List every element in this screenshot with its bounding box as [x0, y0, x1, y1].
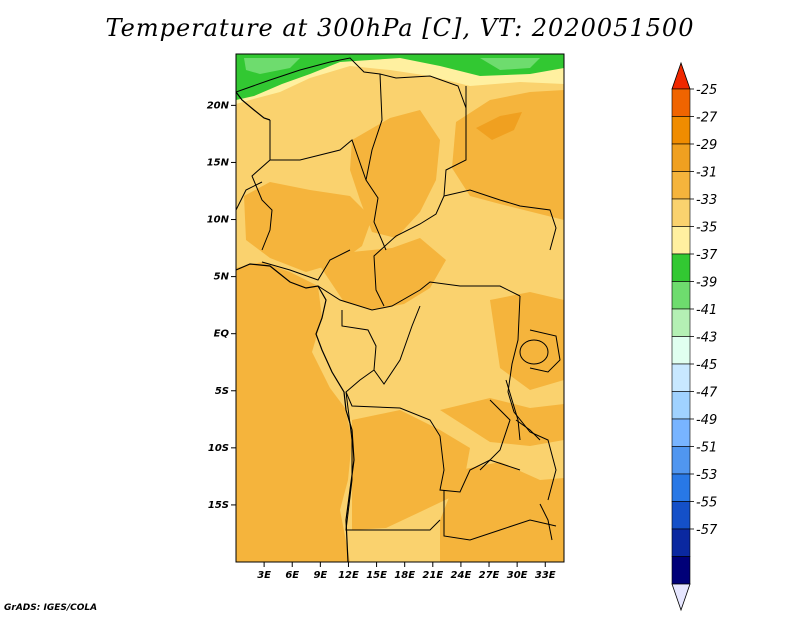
colorbar-label: -47 — [696, 386, 718, 401]
colorbar-box — [671, 116, 691, 145]
field-region-cameroon — [320, 238, 446, 310]
colorbar-label: -39 — [696, 276, 717, 291]
field-region-south — [440, 462, 564, 562]
latitude-axis: 20N 15N 10N 5N EQ 5S 10S 15S — [207, 100, 236, 511]
lat-tick-label: 15S — [208, 500, 229, 511]
colorbar-label: -35 — [696, 221, 717, 236]
lon-tick-label: 6E — [285, 570, 299, 581]
field-region-chad — [350, 110, 440, 238]
colorbar-bottom-arrow — [671, 583, 691, 612]
lon-tick-label: 33E — [535, 570, 556, 581]
colorbar-label: -51 — [696, 441, 717, 456]
colorbar-box — [671, 281, 691, 310]
field-region-egypt-warm — [476, 112, 522, 140]
colorbar-box — [671, 308, 691, 337]
colorbar-label: -43 — [696, 331, 717, 346]
field-region-sahara-lightgreen2 — [480, 58, 540, 70]
colorbar-box — [671, 336, 691, 365]
lat-tick-label: 10S — [208, 443, 229, 454]
colorbar-label: -53 — [696, 468, 717, 483]
colorbar-label: -27 — [696, 111, 718, 126]
colorbar-label: -49 — [696, 413, 717, 428]
coastlines — [236, 91, 355, 562]
colorbar-box — [671, 473, 691, 502]
colorbar-label: -31 — [696, 166, 717, 181]
lakes — [505, 339, 553, 541]
colorbar-label: -57 — [696, 523, 718, 538]
map-area — [236, 54, 564, 562]
colorbar-box — [671, 418, 691, 447]
field-region-westafrica — [244, 182, 372, 272]
colorbar-label: -41 — [696, 303, 717, 318]
colorbar-box — [671, 143, 691, 172]
map-frame — [235, 53, 565, 563]
colorbar-box — [671, 363, 691, 392]
colorbar-label: -37 — [696, 248, 718, 263]
lat-tick-label: 10N — [207, 215, 230, 226]
colorbar-box — [671, 391, 691, 420]
lat-tick-label: EQ — [214, 329, 230, 340]
field-region-sahara-lightgreen — [244, 58, 300, 74]
field-region-atlantic — [236, 262, 352, 562]
colorbar-top-arrow — [671, 61, 691, 90]
colorbar-box — [671, 253, 691, 282]
colorbar-label: -45 — [696, 358, 717, 373]
colorbar-box — [671, 226, 691, 255]
colorbar-box — [671, 556, 691, 585]
lon-tick-label: 12E — [338, 570, 359, 581]
colorbar-box — [671, 446, 691, 475]
colorbar-box — [671, 171, 691, 200]
colorbar-box — [671, 501, 691, 530]
colorbar-box — [671, 88, 691, 117]
colorbar-box — [671, 198, 691, 227]
lon-tick-label: 15E — [366, 570, 387, 581]
colorbar-label: -25 — [696, 83, 717, 98]
lon-tick-label: 24E — [451, 570, 472, 581]
longitude-axis: 3E 6E 9E 12E 15E 18E 21E 24E 27E 30E 33E — [257, 562, 556, 581]
credit-text: GrADS: IGES/COLA — [4, 603, 98, 613]
lon-tick-label: 3E — [257, 570, 271, 581]
colorbar: -25 -27 -29 -31 -33 -35 -37 -39 -41 -43 -45 -47 -49 -… — [671, 61, 718, 612]
colorbar-box — [671, 528, 691, 557]
chart-title: Temperature at 300hPa [C], VT: 202005150… — [105, 14, 695, 42]
lat-tick-label: 15N — [207, 157, 230, 168]
colorbar-label: -29 — [696, 138, 717, 153]
field-region-zambia — [440, 398, 564, 446]
lat-tick-label: 5N — [214, 272, 230, 283]
lat-tick-label: 5S — [215, 386, 229, 397]
lon-tick-label: 27E — [479, 570, 500, 581]
colorbar-label: -33 — [696, 193, 717, 208]
lat-tick-label: 20N — [207, 100, 230, 111]
colorbar-label: -55 — [696, 496, 717, 511]
field-region-lakes — [490, 292, 564, 390]
lon-tick-label: 9E — [313, 570, 327, 581]
field-region-sudan — [452, 90, 564, 220]
country-borders — [236, 57, 561, 541]
lon-tick-label: 18E — [394, 570, 415, 581]
lon-tick-label: 21E — [422, 570, 443, 581]
lon-tick-label: 30E — [507, 570, 528, 581]
